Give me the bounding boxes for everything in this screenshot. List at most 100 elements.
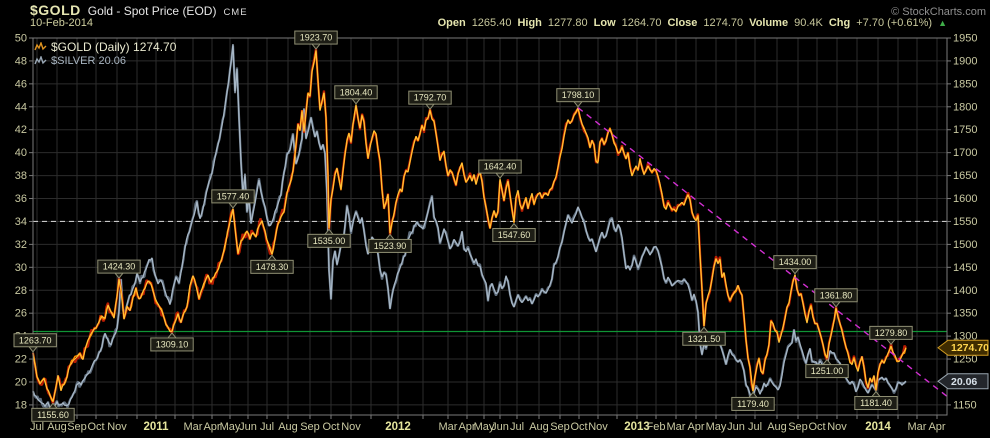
annotation-callout: 1361.80 [814,288,858,308]
x-axis-month-label: Mar [908,421,927,433]
x-axis-month-label: May [474,421,495,433]
x-axis-month-label: Sep [550,421,570,433]
x-axis-month-label: Nov [107,421,127,433]
x-axis-month-label: Nov [827,421,847,433]
ohlc-quote: Open 1265.40 High 1277.80 Low 1264.70 Cl… [438,17,947,29]
x-axis-year-label: 2014 [865,421,891,433]
annotation-box [13,333,57,348]
annotation-box [492,228,536,243]
x-axis-month-label: Aug [767,421,787,433]
x-axis-month-label: Mar [184,421,203,433]
annotation-box [334,85,378,100]
x-axis-month-label: Jul [30,421,44,433]
y-axis-label-left: 18 [15,399,27,411]
annotation-callout: 1804.40 [334,85,378,105]
x-axis-month-label: Apr [203,421,220,433]
symbol-title: $GOLD [30,2,81,18]
x-axis-month-label: Apr [687,421,704,433]
quote-bar: 10-Feb-2014 Open 1265.40 High 1277.80 Lo… [30,17,947,30]
annotation-callout: 1535.00 [307,228,351,248]
x-axis-month-label: Aug [47,421,67,433]
annotation-callout: 1923.70 [294,30,338,50]
annotation-box [250,259,294,274]
price-tags: 1274.70 20.06 [937,339,989,390]
x-axis-month-label: Mar [439,421,458,433]
y-axis-label-left: 48 [15,55,27,67]
annotation-value: 1535.00 [313,236,346,246]
annotation-pointer [310,43,322,50]
annotation-pointer [821,358,833,366]
low-label: Low [593,17,616,29]
annotation-value: 1179.40 [737,399,769,409]
x-axis-month-label: Jun [491,421,509,433]
y-axis-label-left: 30 [15,262,27,274]
y-axis-label-left: 46 [15,78,27,90]
y-axis-label-left: 38 [15,170,27,182]
y-axis-label-right: 1900 [953,55,977,67]
plot-border [32,37,948,416]
annotation-value: 1798.10 [562,90,595,100]
y-axis-label-right: 1800 [953,101,977,113]
x-axis-month-label: Nov [341,421,361,433]
copyright-text: © StockCharts.com [891,6,986,18]
annotation-value: 1434.00 [779,257,812,267]
x-axis-month-label: Apr [458,421,475,433]
annotation-value: 1923.70 [300,33,333,43]
close-value: 1274.70 [703,17,744,29]
y-axis-label-right: 1950 [953,33,977,45]
exchange-label: CME [223,7,248,18]
y-axis-label-right: 1650 [953,170,977,182]
y-axis-label-left: 20 [15,376,27,388]
annotation-callout: 1792.70 [408,90,452,110]
y-axis-label-right: 1700 [953,147,977,159]
legend-gold-label: $GOLD (Daily) 1274.70 [51,39,177,54]
annotation-box [31,407,75,422]
annotation-box [682,331,726,346]
annotation-box [478,159,522,174]
annotation-box [150,337,194,352]
annotation-value: 1577.40 [217,191,250,201]
volume-value: 90.4K [794,17,823,29]
x-axis-month-label: Sep [67,421,87,433]
y-axis-label-right: 1550 [953,216,977,228]
annotation-callout: 1321.50 [682,326,726,346]
annotation-value: 1424.30 [103,262,136,272]
annotation-pointer [266,254,278,261]
annotation-value: 1263.70 [19,335,52,345]
y-axis-label-left: 26 [15,308,27,320]
annotation-callout: 1577.40 [211,189,255,209]
x-axis-month-label: Jun [239,421,257,433]
x-axis-month-label: Jul [260,421,274,433]
annotation-callout: 1263.70 [13,333,57,353]
annotation-pointer [870,390,882,398]
annotation-callout: 1155.60 [31,402,75,422]
x-axis-month-label: Apr [928,421,945,433]
annotation-box [854,396,898,411]
y-axis-label-left: 44 [15,101,27,113]
annotation-callout: 1478.30 [250,254,294,274]
x-axis-month-label: Oct [322,421,339,433]
legend-row-silver[interactable]: $SILVER 20.06 [34,54,176,67]
annotation-pointer [113,272,125,279]
annotation-pointer [350,98,362,105]
annotation-pointer [384,233,396,240]
annotation-box [556,88,600,103]
x-axis-month-label: Oct [808,421,825,433]
gold-price-tag: 1274.70 [937,339,989,356]
chart-header: $GOLD Gold - Spot Price (EOD) CME © Stoc… [30,2,986,18]
legend-silver-label: $SILVER 20.06 [51,54,127,67]
x-axis-year-label: 2013 [624,421,650,433]
annotation-box [773,255,817,270]
annotation-callout: 1547.60 [492,222,536,243]
legend-row-gold[interactable]: $GOLD (Daily) 1274.70 [34,39,177,54]
annotation-box [869,325,913,340]
y-axis-label-right: 1150 [953,399,977,411]
chart-date: 10-Feb-2014 [30,17,93,29]
annotation-value: 1547.60 [498,230,531,240]
open-label: Open [437,17,466,29]
price-tag-value: 1274.70 [951,342,989,354]
chg-value: +7.70 (+0.61%) [856,17,933,29]
x-axis-month-label: Jul [748,421,762,433]
